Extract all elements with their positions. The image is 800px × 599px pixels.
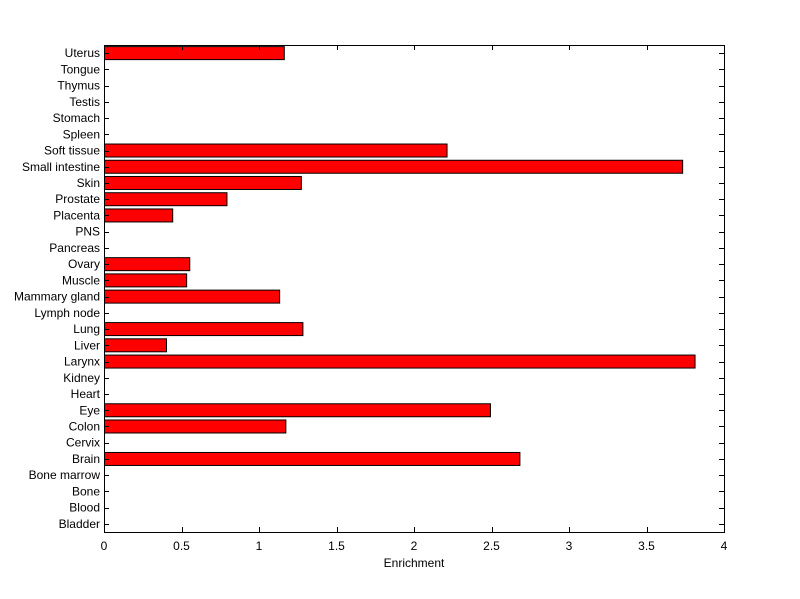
y-tick-label-ovary: Ovary xyxy=(68,257,100,271)
x-tick-label: 1 xyxy=(256,539,263,553)
x-tick-label: 0.5 xyxy=(173,539,190,553)
bar-colon xyxy=(104,419,287,434)
y-tick-label-lung: Lung xyxy=(73,322,100,336)
bar-lung xyxy=(104,322,304,337)
x-tick-label: 2.5 xyxy=(483,539,500,553)
y-tick-label-brain: Brain xyxy=(72,452,100,466)
y-tick-label-bone: Bone xyxy=(72,484,100,498)
x-tick-label: 1.5 xyxy=(328,539,345,553)
y-tick-label-colon: Colon xyxy=(69,419,100,433)
y-tick-label-placenta: Placenta xyxy=(53,208,100,222)
y-tick-label-mammary-gland: Mammary gland xyxy=(14,290,100,304)
y-tick-label-skin: Skin xyxy=(77,176,100,190)
bar-ovary xyxy=(104,257,191,272)
y-tick-label-blood: Blood xyxy=(69,501,100,515)
y-tick-label-stomach: Stomach xyxy=(53,111,100,125)
bar-liver xyxy=(104,338,167,353)
x-tick-label: 2 xyxy=(411,539,418,553)
y-tick-label-spleen: Spleen xyxy=(63,127,100,141)
y-tick-label-eye: Eye xyxy=(79,403,100,417)
labels-group: Uterus Tongue Thymus Testis Stomach Spleen Sof… xyxy=(14,46,728,553)
bar-soft-tissue xyxy=(104,143,448,158)
plot-frame xyxy=(104,45,725,533)
y-tick-label-liver: Liver xyxy=(74,338,100,352)
bar-mammary-gland xyxy=(104,289,281,304)
y-tick-label-bladder: Bladder xyxy=(59,517,100,531)
y-tick-label-soft-tissue: Soft tissue xyxy=(44,144,100,158)
bar-brain xyxy=(104,451,521,466)
x-tick-label: 0 xyxy=(101,539,108,553)
y-tick-label-small-intestine: Small intestine xyxy=(22,160,100,174)
bar-larynx xyxy=(104,354,696,369)
y-tick-label-thymus: Thymus xyxy=(57,79,100,93)
y-tick-label-cervix: Cervix xyxy=(66,436,100,450)
bar-eye xyxy=(104,403,491,418)
y-tick-label-kidney: Kidney xyxy=(63,371,100,385)
y-tick-label-testis: Testis xyxy=(69,95,100,109)
x-tick-label: 4 xyxy=(721,539,728,553)
y-tick-label-lymph-node: Lymph node xyxy=(34,306,100,320)
bar-skin xyxy=(104,175,302,190)
y-tick-label-uterus: Uterus xyxy=(65,46,100,60)
y-tick-label-heart: Heart xyxy=(71,387,101,401)
y-tick-label-larynx: Larynx xyxy=(64,355,100,369)
bar-small-intestine xyxy=(104,159,684,174)
bar-uterus xyxy=(104,46,285,61)
x-tick-label: 3.5 xyxy=(638,539,655,553)
y-tick-label-prostate: Prostate xyxy=(55,192,100,206)
y-tick-label-pns: PNS xyxy=(75,225,100,239)
y-tick-label-muscle: Muscle xyxy=(62,273,100,287)
bar-muscle xyxy=(104,273,188,288)
bar-prostate xyxy=(104,192,228,207)
y-tick-label-tongue: Tongue xyxy=(61,62,101,76)
x-axis-title: Enrichment xyxy=(384,556,445,570)
plot-area xyxy=(104,45,724,532)
x-tick-label: 3 xyxy=(566,539,573,553)
y-tick-label-pancreas: Pancreas xyxy=(49,241,100,255)
bar-placenta xyxy=(104,208,174,223)
y-tick-label-bone-marrow: Bone marrow xyxy=(29,468,101,482)
